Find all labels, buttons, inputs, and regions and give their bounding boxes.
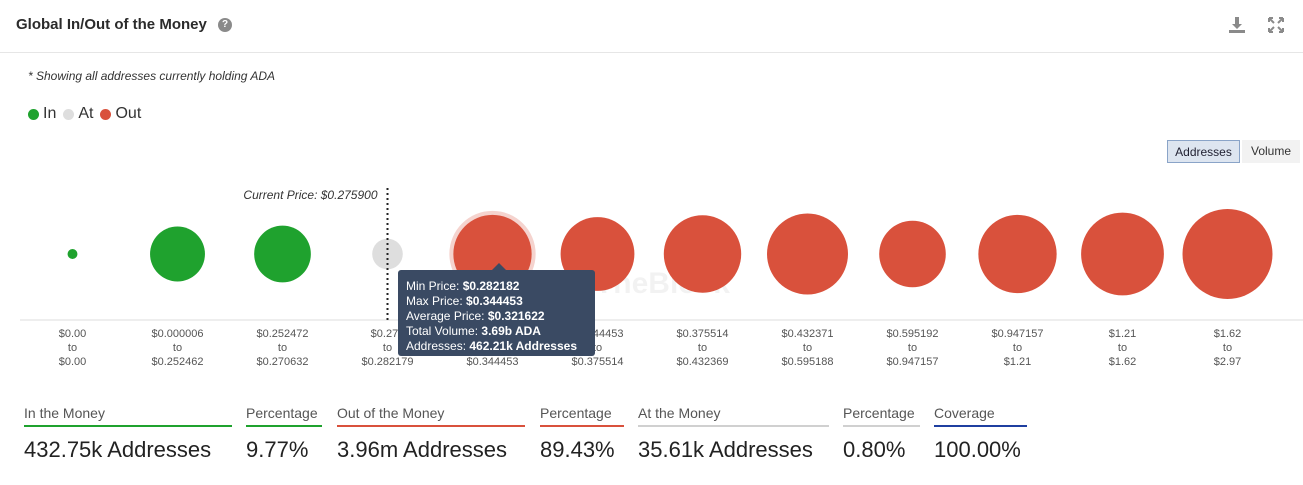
legend-dot-out bbox=[100, 108, 112, 120]
tick-to-word: to bbox=[908, 342, 917, 354]
tick-to-label: $1.62 bbox=[1109, 356, 1137, 368]
tick-to-label: $0.432369 bbox=[677, 356, 729, 368]
tick-from-label: $0.252472 bbox=[257, 328, 309, 340]
tooltip-avg-row: Average Price: $0.321622 bbox=[406, 309, 545, 323]
bubble-7[interactable] bbox=[663, 215, 742, 293]
tick-to-label: $0.595188 bbox=[782, 356, 834, 368]
tick-from-label: $0.947157 bbox=[992, 328, 1044, 340]
legend-item-at[interactable]: At bbox=[63, 105, 93, 123]
tick-to-label: $0.270632 bbox=[257, 356, 309, 368]
holding-note: * Showing all addresses currently holdin… bbox=[28, 69, 276, 83]
stat-out-of-the-money: Out of the Money 3.96m Addresses bbox=[337, 400, 525, 463]
tick-to-label: $0.282179 bbox=[362, 356, 414, 368]
tick-to-label: $0.375514 bbox=[572, 356, 624, 368]
tick-to-word: to bbox=[1118, 342, 1127, 354]
tick-from-label: $0.00 bbox=[59, 328, 87, 340]
tooltip-volume-row: Total Volume: 3.69b ADA bbox=[406, 324, 541, 338]
tick-to-word: to bbox=[803, 342, 812, 354]
bubble-10[interactable] bbox=[978, 214, 1057, 294]
bubble-tooltip: Min Price: $0.282182 Max Price: $0.34445… bbox=[398, 270, 595, 356]
legend-dot-at bbox=[63, 108, 75, 120]
tick-to-word: to bbox=[593, 342, 602, 354]
bubble-9[interactable] bbox=[879, 220, 946, 288]
chart-legend: In At Out bbox=[28, 105, 148, 123]
stat-out-percentage: Percentage 89.43% bbox=[540, 400, 624, 463]
legend-label-out: Out bbox=[115, 105, 142, 122]
bubble-3[interactable] bbox=[254, 225, 311, 283]
tick-to-label: $1.21 bbox=[1004, 356, 1032, 368]
current-price-label: Current Price: $0.275900 bbox=[243, 188, 377, 202]
bubble-11[interactable] bbox=[1081, 212, 1164, 296]
tick-to-word: to bbox=[383, 342, 392, 354]
tick-to-label: $0.947157 bbox=[887, 356, 939, 368]
bubble-2[interactable] bbox=[150, 226, 205, 282]
tick-from-label: $0.270 bbox=[371, 328, 405, 340]
tick-to-word: to bbox=[1013, 342, 1022, 354]
tick-to-word: to bbox=[173, 342, 182, 354]
widget-title: Global In/Out of the Money bbox=[16, 16, 207, 33]
stat-coverage: Coverage 100.00% bbox=[934, 400, 1027, 463]
legend-label-in: In bbox=[43, 105, 57, 122]
tick-from-label: $1.21 bbox=[1109, 328, 1137, 340]
tooltip-max-row: Max Price: $0.344453 bbox=[406, 294, 523, 308]
tooltip-arrow bbox=[492, 263, 506, 270]
tick-from-label: $0.000006 bbox=[152, 328, 204, 340]
tick-to-label: $2.97 bbox=[1214, 356, 1242, 368]
tick-to-label: $0.00 bbox=[59, 356, 87, 368]
volume-toggle-button[interactable]: Volume bbox=[1242, 140, 1300, 163]
legend-dot-in bbox=[28, 108, 39, 120]
bubble-chart: IntoTheBlock$0.00to$0.00$0.000006to$0.25… bbox=[20, 188, 1303, 368]
stat-in-the-money: In the Money 432.75k Addresses bbox=[24, 400, 232, 463]
tick-from-label: $1.62 bbox=[1214, 328, 1242, 340]
help-icon[interactable]: ? bbox=[218, 18, 232, 32]
tick-to-word: to bbox=[1223, 342, 1232, 354]
bubble-8[interactable] bbox=[767, 213, 848, 295]
stat-at-percentage: Percentage 0.80% bbox=[843, 400, 920, 463]
tick-to-word: to bbox=[698, 342, 707, 354]
tick-from-label: $0.595192 bbox=[887, 328, 939, 340]
stat-at-the-money: At the Money 35.61k Addresses bbox=[638, 400, 829, 463]
tick-to-word: to bbox=[68, 342, 77, 354]
stat-in-percentage: Percentage 9.77% bbox=[246, 400, 322, 463]
legend-item-in[interactable]: In bbox=[28, 105, 56, 123]
widget-header: Global In/Out of the Money ? bbox=[0, 0, 1303, 53]
expand-icon[interactable] bbox=[1266, 15, 1286, 35]
tick-to-label: $0.252462 bbox=[152, 356, 204, 368]
summary-stats: In the Money 432.75k Addresses Percentag… bbox=[0, 400, 1303, 480]
tooltip-addresses-row: Addresses: 462.21k Addresses bbox=[406, 339, 578, 353]
bubble-12[interactable] bbox=[1182, 209, 1273, 299]
bubble-1[interactable] bbox=[67, 249, 78, 259]
tick-to-word: to bbox=[278, 342, 287, 354]
tooltip-min-row: Min Price: $0.282182 bbox=[406, 279, 520, 293]
addresses-toggle-button[interactable]: Addresses bbox=[1167, 140, 1240, 163]
legend-label-at: At bbox=[78, 105, 94, 122]
download-icon[interactable] bbox=[1227, 15, 1247, 35]
tick-to-label: $0.344453 bbox=[467, 356, 519, 368]
tick-from-label: $0.432371 bbox=[782, 328, 834, 340]
legend-item-out[interactable]: Out bbox=[100, 105, 141, 123]
tick-from-label: $0.375514 bbox=[677, 328, 729, 340]
